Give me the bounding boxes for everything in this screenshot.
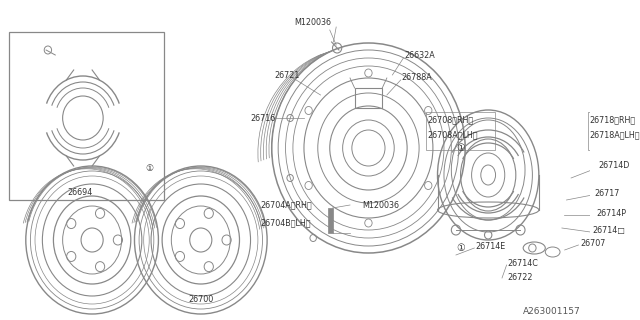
Text: 26718A〈LH〉: 26718A〈LH〉 xyxy=(589,131,640,140)
Text: ①: ① xyxy=(456,243,465,253)
Text: 26714E: 26714E xyxy=(476,242,506,251)
Text: ①: ① xyxy=(145,164,153,172)
Bar xyxy=(9,32,164,200)
Text: 26718〈RH〉: 26718〈RH〉 xyxy=(589,116,636,124)
Text: 26707: 26707 xyxy=(580,238,605,247)
Text: 26716: 26716 xyxy=(250,114,276,123)
Text: 26714P: 26714P xyxy=(596,209,626,218)
Text: M120036: M120036 xyxy=(362,201,399,210)
Text: 26722: 26722 xyxy=(508,274,533,283)
Text: 26721: 26721 xyxy=(275,70,300,79)
Text: 26704A〈RH〉: 26704A〈RH〉 xyxy=(260,201,312,210)
Text: 26704B〈LH〉: 26704B〈LH〉 xyxy=(260,219,311,228)
Bar xyxy=(355,88,382,108)
Text: 26700: 26700 xyxy=(188,295,213,305)
Text: 26717: 26717 xyxy=(594,188,620,197)
Text: 26714D: 26714D xyxy=(598,161,630,170)
Bar xyxy=(588,112,640,150)
Text: 26708A〈LH〉: 26708A〈LH〉 xyxy=(428,131,478,140)
Text: 26788A: 26788A xyxy=(401,73,433,82)
Text: 26694: 26694 xyxy=(67,188,93,196)
Text: A263001157: A263001157 xyxy=(522,308,580,316)
Text: ①: ① xyxy=(456,143,465,153)
Text: 26714C: 26714C xyxy=(508,259,538,268)
Bar xyxy=(426,112,495,150)
Text: 26632A: 26632A xyxy=(404,51,435,60)
Text: 26714□: 26714□ xyxy=(592,226,625,235)
Bar xyxy=(328,208,333,233)
Text: M120036: M120036 xyxy=(294,18,332,27)
Text: 26708〈RH〉: 26708〈RH〉 xyxy=(428,116,474,124)
